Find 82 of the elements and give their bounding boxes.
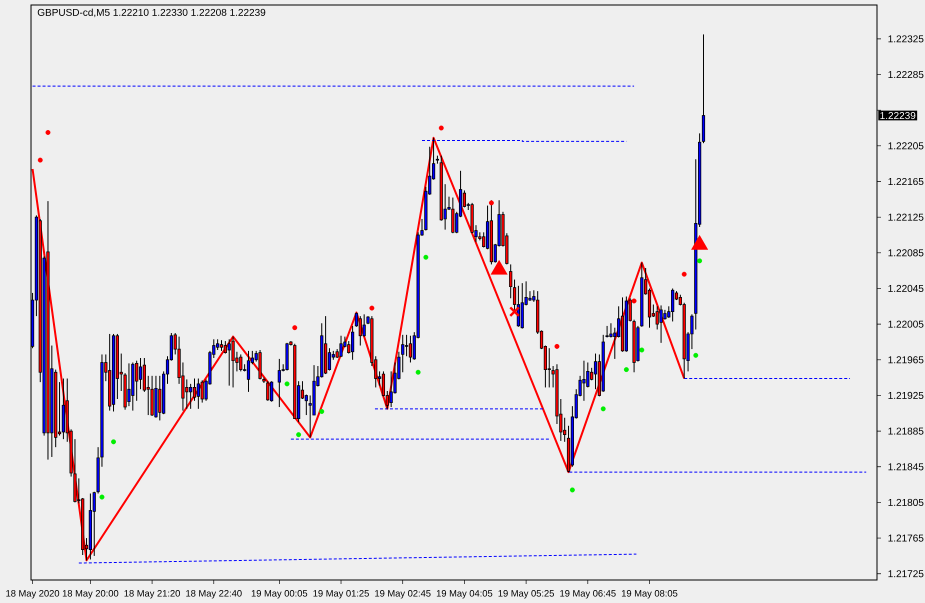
x-tick-label: 18 May 2020 <box>6 590 60 598</box>
y-tick-label: 1.22165 <box>888 178 924 186</box>
x-tick-label: 19 May 05:25 <box>498 590 554 598</box>
point <box>682 272 687 277</box>
point <box>632 298 637 304</box>
candlestick <box>659 304 663 344</box>
candlestick <box>528 290 532 302</box>
point <box>416 370 421 375</box>
line-series <box>32 136 686 562</box>
candlestick <box>246 350 250 392</box>
y-tick-label: 1.21885 <box>888 428 924 435</box>
x-tick-label: 19 May 06:45 <box>560 590 616 598</box>
candlestick <box>328 348 332 371</box>
candlestick <box>408 335 412 363</box>
y-tick-label: 1.21925 <box>888 392 924 399</box>
candlestick <box>339 335 343 358</box>
point <box>369 306 374 311</box>
point <box>509 306 520 318</box>
candlestick <box>278 358 281 408</box>
chart-title: GBPUSD-cd,M5 1.22210 1.22330 1.22208 1.22239 <box>38 8 266 18</box>
point <box>624 367 629 372</box>
point <box>600 406 606 412</box>
point <box>111 439 116 444</box>
point <box>284 381 290 386</box>
candlestick <box>663 309 667 320</box>
candlestick <box>609 322 613 338</box>
y-tick-label: 1.22285 <box>888 70 924 78</box>
point <box>46 130 50 135</box>
x-tick-label: 19 May 00:05 <box>252 590 308 598</box>
candlestick <box>196 378 200 410</box>
candlestick <box>362 314 366 338</box>
y-tick-label: 1.22005 <box>888 320 924 328</box>
point <box>554 344 560 349</box>
y-tick-label: 1.22045 <box>888 284 924 292</box>
candlestick <box>266 380 270 402</box>
point <box>697 258 702 264</box>
candlestick <box>548 348 551 388</box>
point <box>38 158 43 163</box>
candlestick <box>270 380 274 402</box>
candlestick <box>451 197 454 234</box>
y-tick-label: 1.22085 <box>888 249 924 256</box>
text: 1.22239 <box>880 112 916 120</box>
candlestick <box>239 354 242 372</box>
y-tick-label: 1.21765 <box>888 534 924 542</box>
x-tick-label: 18 May 22:40 <box>186 590 242 598</box>
x-tick-label: 19 May 01:25 <box>313 590 369 598</box>
y-tick-label: 1.22325 <box>888 35 924 42</box>
point <box>488 200 494 206</box>
y-tick-label: 1.22205 <box>888 142 924 150</box>
point <box>423 254 428 260</box>
candlestick <box>127 362 131 407</box>
y-tick-label: 1.22125 <box>888 214 924 221</box>
candlestick <box>358 316 362 346</box>
y-tick-label: 1.21845 <box>888 463 924 470</box>
point <box>319 409 324 414</box>
point <box>99 494 104 500</box>
point <box>438 126 444 130</box>
x-tick-label: 18 May 21:20 <box>124 590 180 598</box>
y-tick-label: 1.21965 <box>888 356 924 364</box>
candlestick <box>605 325 609 338</box>
candlestick <box>671 288 674 322</box>
point <box>693 352 698 358</box>
candlestick <box>138 358 142 390</box>
candlestick <box>189 383 192 410</box>
candlestick <box>231 336 235 388</box>
candlestick <box>158 375 162 421</box>
x-tick-label: 19 May 08:05 <box>622 590 678 598</box>
candlestick <box>404 334 408 357</box>
candlestick <box>192 378 196 402</box>
candlestick <box>350 325 354 360</box>
y-tick-label: 1.21725 <box>888 570 924 578</box>
point <box>639 348 644 352</box>
y-tick-label: 1.21805 <box>888 498 924 506</box>
candlestick <box>185 378 188 410</box>
x-tick-label: 19 May 02:45 <box>375 590 431 598</box>
candlestick <box>228 338 231 386</box>
x-tick-label: 18 May 20:00 <box>62 590 118 598</box>
x-tick-label: 19 May 04:05 <box>436 590 492 598</box>
candlestick <box>582 360 586 402</box>
point <box>296 432 302 438</box>
point <box>292 325 298 330</box>
point <box>570 487 575 492</box>
